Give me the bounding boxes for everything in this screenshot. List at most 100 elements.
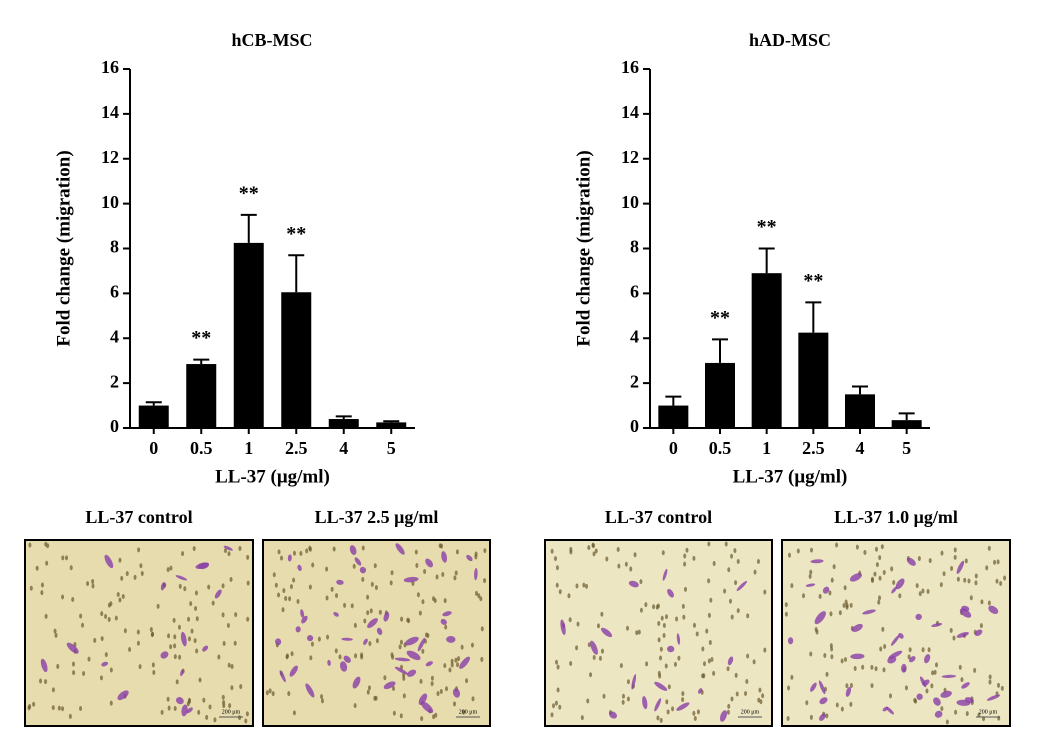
pore <box>137 547 141 553</box>
pore <box>367 685 371 691</box>
pore <box>555 659 559 665</box>
cell <box>101 661 109 667</box>
pore <box>569 661 573 667</box>
error-bar <box>712 338 728 363</box>
chart-title: hCB-MSC <box>231 30 312 50</box>
pore <box>175 679 179 685</box>
cell <box>787 637 794 645</box>
pore <box>107 616 111 622</box>
y-tick-label: 14 <box>621 102 639 122</box>
pore <box>152 669 156 675</box>
cell <box>180 669 184 677</box>
cell <box>805 583 816 587</box>
pore <box>878 575 882 581</box>
pore <box>880 544 884 550</box>
pore <box>973 667 977 673</box>
pore <box>1000 685 1004 691</box>
pore <box>845 683 849 689</box>
pore <box>238 715 242 721</box>
pore <box>927 647 931 653</box>
pore <box>317 636 321 642</box>
pore <box>439 689 443 695</box>
pore <box>421 648 425 654</box>
pore <box>368 641 372 647</box>
pore <box>863 549 867 555</box>
cell <box>941 674 957 678</box>
pore <box>662 622 666 628</box>
pore <box>390 570 394 576</box>
pore <box>933 669 937 675</box>
pore <box>809 714 813 720</box>
pore <box>173 643 177 649</box>
pore <box>626 696 630 702</box>
error-bar <box>193 358 210 365</box>
pore <box>784 602 788 608</box>
pore <box>109 667 113 673</box>
cell <box>214 589 222 599</box>
cell <box>180 631 187 647</box>
pore <box>805 700 809 706</box>
pore <box>352 563 356 569</box>
pore <box>477 593 481 599</box>
pore <box>91 578 95 584</box>
cell <box>810 559 824 564</box>
pore <box>967 578 971 584</box>
pore <box>435 574 439 580</box>
pore <box>825 671 829 677</box>
pore <box>550 548 554 554</box>
pore <box>305 548 309 554</box>
pore <box>832 564 836 570</box>
pore <box>207 584 211 590</box>
cell <box>404 636 419 646</box>
cell <box>974 629 983 636</box>
pore <box>378 609 382 615</box>
pore <box>724 541 728 547</box>
cell <box>160 582 166 591</box>
pore <box>151 631 155 637</box>
pore <box>246 554 250 560</box>
pore <box>917 556 921 562</box>
pore <box>281 607 285 613</box>
pore <box>853 666 857 672</box>
pore <box>681 603 685 609</box>
pore <box>878 595 882 601</box>
micrograph: 200 μm <box>24 539 254 727</box>
cell <box>327 659 331 666</box>
pore <box>939 582 943 588</box>
pore <box>479 596 483 602</box>
pore <box>91 583 95 589</box>
pore <box>483 578 487 584</box>
pore <box>892 579 896 585</box>
pore <box>398 644 402 650</box>
cell <box>654 698 662 712</box>
pore <box>415 562 419 568</box>
cell <box>654 681 668 691</box>
significance: ** <box>286 223 306 245</box>
pore <box>734 580 738 586</box>
cell <box>186 707 193 714</box>
pore <box>861 664 865 670</box>
bar <box>845 394 875 428</box>
pore <box>969 595 973 601</box>
pore <box>370 581 374 587</box>
pore <box>192 546 196 552</box>
x-tick-label: 0.5 <box>190 438 213 458</box>
cell <box>719 710 728 722</box>
pore <box>360 652 364 658</box>
cell <box>560 619 566 635</box>
cell <box>395 543 405 555</box>
pore <box>950 565 954 571</box>
pore <box>335 593 339 599</box>
pore <box>308 584 312 590</box>
pore <box>659 717 663 723</box>
pore <box>202 697 206 703</box>
cell <box>822 586 830 594</box>
pore <box>954 709 958 715</box>
pore <box>662 633 666 639</box>
pore <box>980 599 984 605</box>
pore <box>118 557 122 563</box>
y-axis-label: Fold change (migration) <box>53 150 74 346</box>
cell <box>895 578 905 590</box>
pore <box>445 686 449 692</box>
pore <box>569 549 573 555</box>
